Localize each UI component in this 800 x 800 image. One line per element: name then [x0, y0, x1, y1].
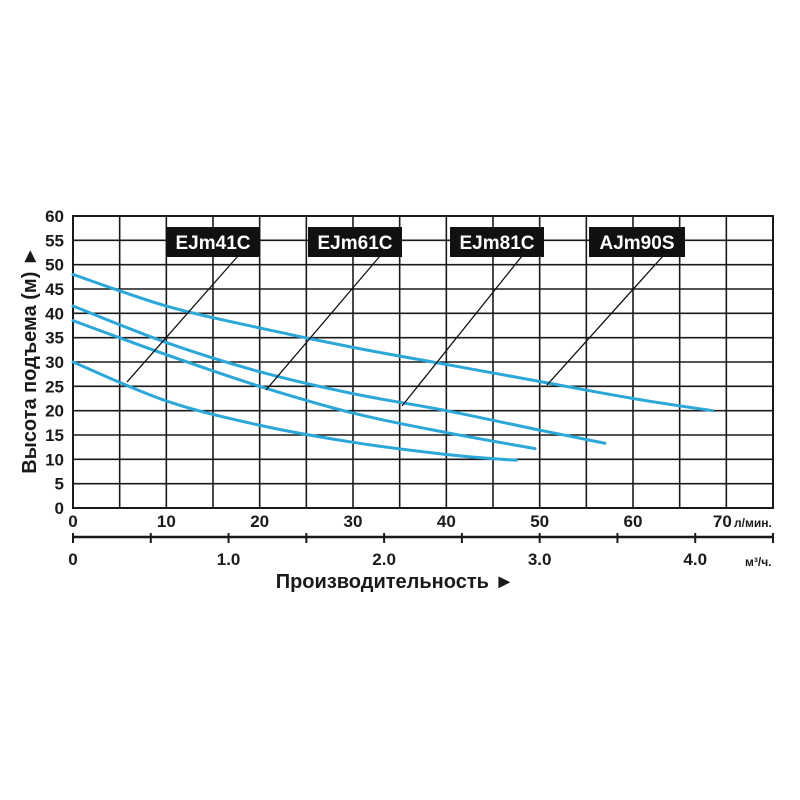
x-tick-label: 10: [157, 512, 176, 531]
y-tick-label: 30: [45, 353, 64, 372]
x2-unit-label: м³/ч.: [745, 555, 772, 569]
leader-ejm41c: [126, 255, 239, 383]
x-tick-label: 0: [68, 512, 77, 531]
y-tick-label: 25: [45, 377, 64, 396]
x2-tick-label: 4.0: [683, 550, 707, 569]
y-tick-label: 15: [45, 426, 64, 445]
x-tick-label: 30: [344, 512, 363, 531]
leader-ajm90s: [546, 255, 664, 386]
plot-grid: [72, 215, 774, 509]
y-tick-label: 60: [45, 207, 64, 226]
y-tick-label: 5: [55, 475, 64, 494]
curve-ejm61c: [71, 319, 537, 451]
y-tick-label: 0: [55, 499, 64, 518]
x-tick-label: 50: [530, 512, 549, 531]
curve-ajm90s: [71, 272, 714, 413]
y-tick-label: 40: [45, 304, 64, 323]
leader-ejm81c: [401, 255, 523, 407]
x2-tick-label: 2.0: [372, 550, 396, 569]
x-tick-label: 60: [624, 512, 643, 531]
y-tick-label: 10: [45, 450, 64, 469]
x-axis-title: Производительность ►: [276, 571, 515, 593]
y-tick-label: 20: [45, 402, 64, 421]
x-tick-labels-lmin: 0 10 20 30 40 50 60 70: [68, 512, 732, 531]
leader-ejm61c: [265, 255, 381, 391]
y-tick-label: 55: [45, 231, 64, 250]
x-tick-label: 20: [250, 512, 269, 531]
performance-curves: [71, 272, 714, 462]
label-leader-lines: [126, 255, 664, 407]
y-axis-title: Высота подъема (м) ►: [19, 246, 41, 473]
x-tick-label: 70: [713, 512, 732, 531]
series-label-ajm90s: AJm90S: [600, 233, 675, 254]
label-box-ajm90s: [589, 227, 685, 257]
series-label-ejm41c: EJm41C: [176, 233, 251, 254]
x2-tick-label: 1.0: [217, 550, 241, 569]
series-labels: EJm41C EJm61C EJm81C AJm90S: [166, 227, 685, 257]
label-box-ejm61c: [308, 227, 402, 257]
x-unit-label: л/мин.: [734, 516, 772, 530]
x2-tick-label: 3.0: [528, 550, 552, 569]
y-tick-labels: 0 5 10 15 20 25 30 35 40 45 50 55 60: [45, 207, 64, 518]
curve-ejm81c: [71, 304, 607, 445]
x2-tick-label: 0: [68, 550, 77, 569]
curve-ejm41c: [71, 360, 518, 462]
x-tick-label: 40: [437, 512, 456, 531]
y-tick-label: 35: [45, 329, 64, 348]
label-box-ejm81c: [450, 227, 544, 257]
series-label-ejm81c: EJm81C: [460, 233, 535, 254]
series-label-ejm61c: EJm61C: [318, 233, 393, 254]
label-box-ejm41c: [166, 227, 260, 257]
x-axis-m3h: 0 1.0 2.0 3.0 4.0: [68, 533, 774, 569]
y-tick-label: 50: [45, 256, 64, 275]
y-tick-label: 45: [45, 280, 64, 299]
